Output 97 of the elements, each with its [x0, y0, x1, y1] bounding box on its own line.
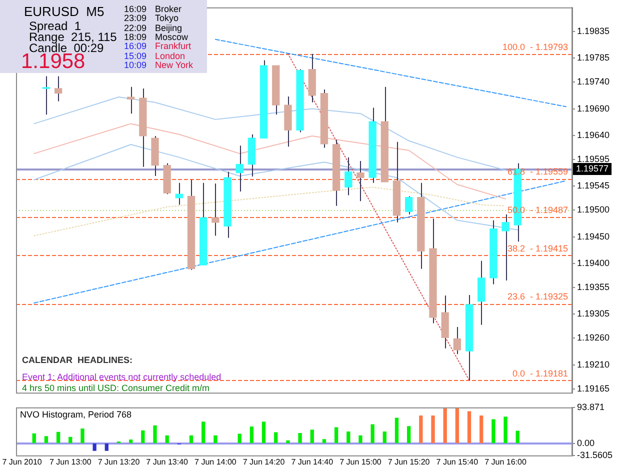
bar	[141, 430, 145, 444]
bar	[56, 432, 60, 444]
candlestick	[126, 86, 135, 114]
y-tick-label: 1.19595	[577, 154, 610, 164]
y-tick-label: 1.19740	[577, 76, 610, 87]
annotation: 16:09 Broker	[124, 4, 182, 14]
bar	[443, 408, 447, 444]
y-tick-label: 1.19545	[577, 180, 610, 191]
annotation: Event 1: Additional events not currently scheduled	[22, 372, 222, 382]
candlestick	[236, 145, 244, 192]
bar	[492, 419, 496, 444]
bar	[370, 424, 374, 444]
annotation: 38.2 - 1.19415	[507, 243, 568, 254]
y-tick-label: 1.19690	[577, 103, 610, 114]
bar	[504, 416, 508, 444]
x-tick-label: 7 Jun 13:20	[98, 457, 140, 466]
bar	[238, 434, 242, 444]
chart-title: EURUSD M5	[24, 4, 104, 19]
bar	[358, 435, 362, 444]
bar	[310, 430, 314, 444]
line-series	[34, 186, 506, 236]
y-tick-label: 1.19400	[577, 258, 610, 268]
annotation: CALENDAR HEADLINES:	[22, 355, 133, 365]
bar	[334, 427, 338, 444]
annotation: Spread 1	[29, 19, 82, 33]
candlestick	[42, 76, 50, 116]
bar	[104, 443, 108, 451]
bar	[214, 435, 218, 444]
candlestick	[54, 76, 62, 102]
y-tick-label: 1.19210	[577, 359, 610, 370]
bar	[202, 422, 206, 444]
y-tick-label: 1.19785	[577, 52, 610, 63]
candlestick	[344, 156, 352, 196]
bar	[322, 439, 326, 444]
bar	[153, 425, 157, 444]
bar	[128, 440, 133, 444]
annotation: 15:09 London	[124, 50, 186, 60]
bar	[455, 408, 460, 444]
y-tick-label: 0.00	[577, 438, 595, 448]
y-tick-label: 1.19165	[577, 383, 610, 394]
annotation: 22:09 Beijing	[124, 22, 182, 33]
bar	[92, 443, 96, 451]
x-tick-label: 7 Jun 15:20	[388, 457, 430, 466]
annotation: 23:09 Tokyo	[124, 13, 179, 24]
bar	[68, 436, 72, 444]
bar	[298, 433, 302, 444]
y-tick-label: 1.19305	[577, 308, 610, 319]
y-tick-label: -31.5605	[577, 450, 613, 460]
annotation: 4 hrs 50 mins until USD: Consumer Credit m/m	[22, 383, 210, 393]
y-tick-label: 1.19835	[577, 26, 610, 36]
bar	[286, 440, 290, 444]
y-tick-label: 1.19355	[577, 282, 610, 292]
annotation: 61.8 - 1.19559	[507, 166, 568, 177]
bar	[419, 415, 423, 444]
candlestick	[453, 326, 462, 355]
x-tick-label: 7 Jun 13:00	[49, 457, 92, 466]
bar	[250, 426, 254, 444]
bar	[406, 426, 411, 444]
y-tick-label: 93.871	[577, 402, 605, 412]
bar	[346, 432, 350, 444]
bar	[32, 433, 36, 444]
annotation: 10:09 New York	[124, 60, 194, 70]
x-tick-label: 7 Jun 14:40	[291, 457, 334, 466]
chart-title: NVO Histogram, Period 768	[20, 409, 132, 420]
x-tick-label: 7 Jun 13:40	[146, 457, 189, 466]
annotation: 18:09 Moscow	[124, 32, 188, 42]
bar	[44, 436, 48, 444]
y-tick-label: 1.19640	[577, 130, 610, 140]
x-tick-label: 7 Jun 2010	[2, 457, 42, 466]
annotation: 100.0 - 1.19793	[502, 42, 568, 52]
bar	[262, 422, 266, 444]
bar	[394, 418, 399, 444]
y-tick-label: 1.19260	[577, 332, 610, 343]
bar	[189, 435, 194, 444]
annotation: 16:09 Frankfurt	[124, 41, 192, 52]
x-tick-label: 7 Jun 14:20	[242, 457, 286, 466]
x-tick-label: 7 Jun 15:40	[436, 457, 479, 466]
candlestick	[404, 196, 413, 215]
y-tick-label: 1.19450	[577, 231, 610, 242]
bar	[382, 432, 386, 444]
bar	[431, 415, 435, 444]
bar	[516, 430, 520, 444]
candlestick	[356, 160, 364, 202]
ref-line-label: 1.19577	[576, 164, 609, 174]
annotation: 0.0 - 1.19181	[512, 368, 568, 378]
annotation: 23.6 - 1.19325	[507, 291, 568, 302]
bar	[467, 411, 472, 444]
bar	[274, 432, 278, 444]
candlestick	[502, 214, 510, 282]
y-tick-label: 1.19500	[577, 204, 610, 215]
bar	[80, 428, 84, 444]
candlestick	[212, 182, 220, 236]
x-tick-label: 7 Jun 15:00	[340, 457, 382, 466]
bar	[480, 415, 484, 444]
bar	[165, 435, 169, 444]
x-tick-label: 7 Jun 16:00	[484, 457, 527, 466]
x-tick-label: 7 Jun 14:00	[194, 457, 237, 466]
